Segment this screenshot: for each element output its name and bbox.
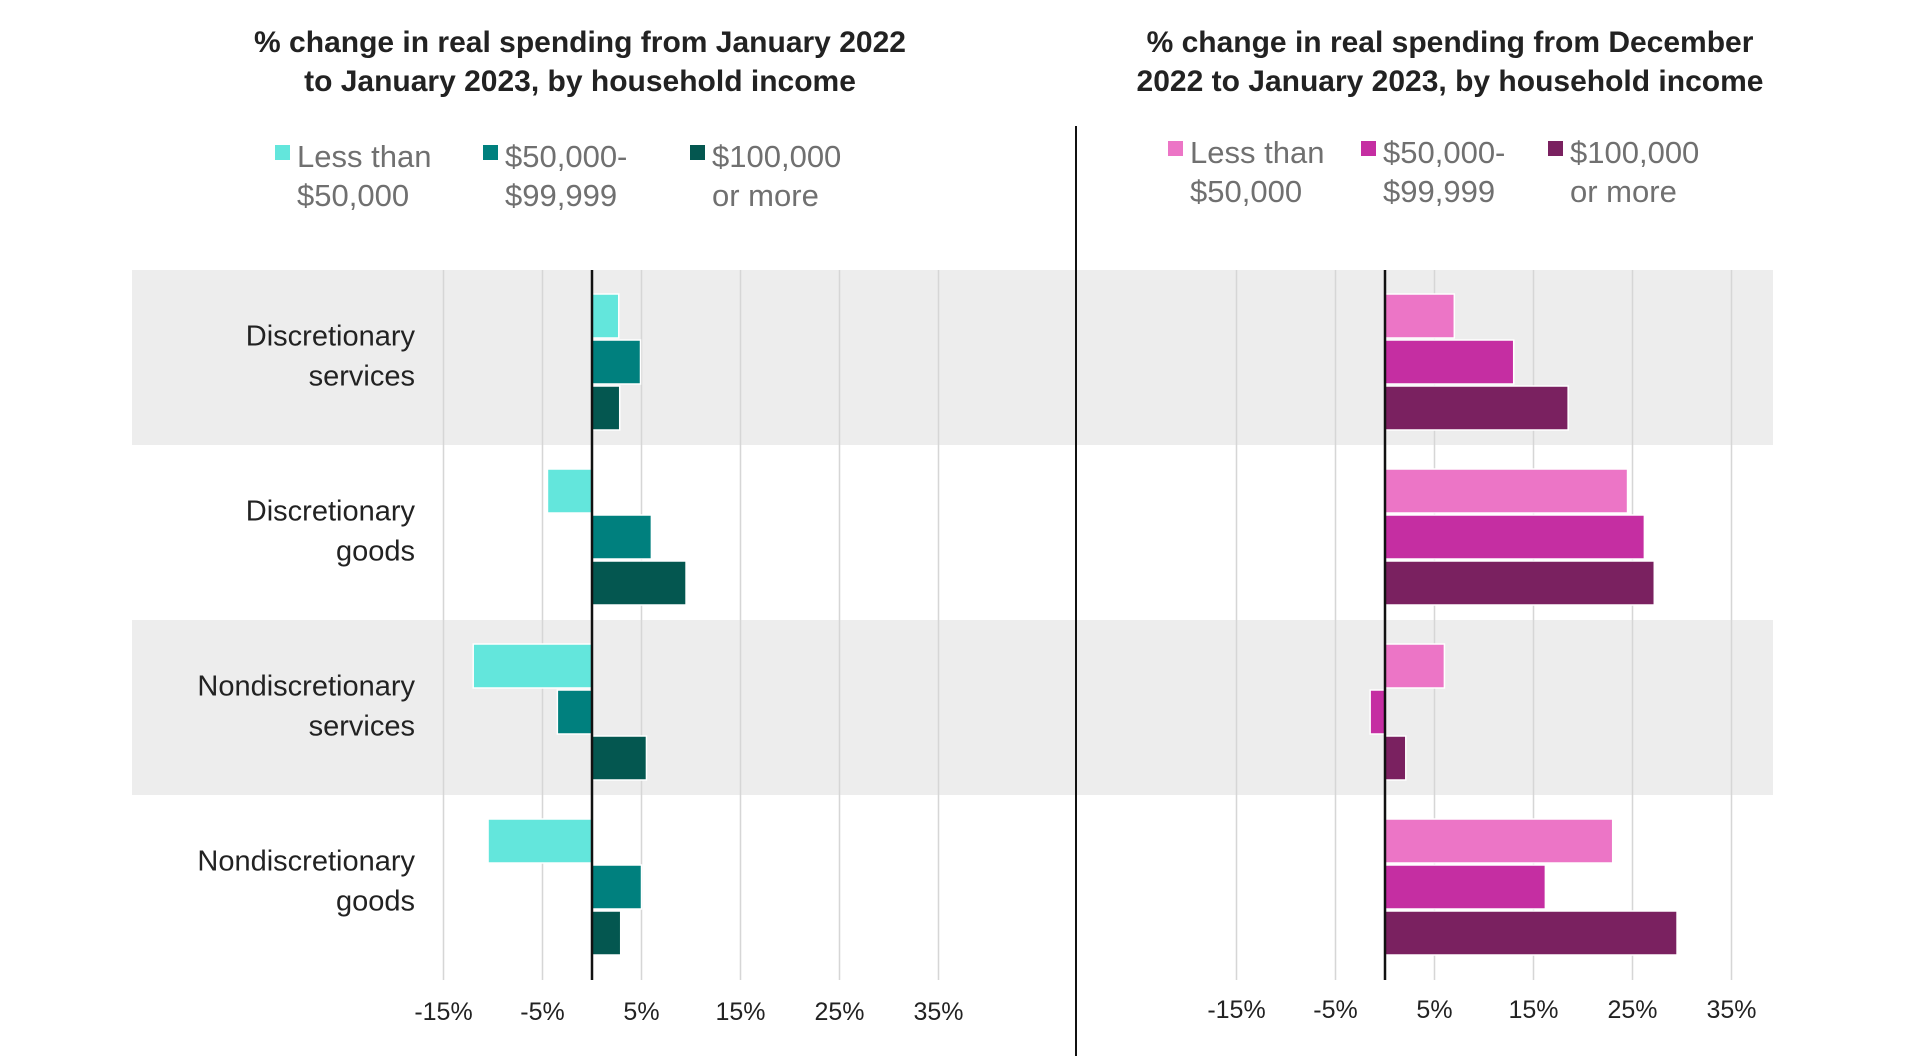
bar [1369, 689, 1386, 735]
x-tick-label: 25% [814, 998, 864, 1026]
legend-entry: or more [712, 178, 819, 213]
legend-swatch [690, 145, 705, 160]
bar [1384, 818, 1614, 864]
bar [591, 514, 653, 560]
legend-entry: Less than [297, 139, 431, 174]
legend-entry: $100,000 [1570, 135, 1699, 170]
category-label: Nondiscretionary [197, 846, 415, 878]
bar [556, 689, 593, 735]
legend-swatch [275, 145, 290, 160]
x-tick-label: -5% [1313, 996, 1357, 1024]
category-label: services [309, 361, 415, 393]
x-tick-label: 15% [715, 998, 765, 1026]
legend-entry: or more [1570, 174, 1677, 209]
x-tick-label: 5% [623, 998, 659, 1026]
category-label: Discretionary [246, 321, 416, 353]
x-tick-label: 35% [913, 998, 963, 1026]
legend-entry: $99,999 [1383, 174, 1495, 209]
x-tick-label: 25% [1607, 996, 1657, 1024]
bar [591, 385, 621, 431]
legend-swatch [1548, 141, 1563, 156]
x-tick-label: -15% [414, 998, 472, 1026]
chart-panel-2: % change in real spending from December 2… [1137, 26, 1764, 1024]
bar [1384, 643, 1446, 689]
bar [1384, 735, 1407, 781]
chart-title: % change in real spending from January 2… [254, 26, 906, 59]
chart-title: 2022 to January 2023, by household incom… [1137, 65, 1764, 98]
legend-swatch [1361, 141, 1376, 156]
bar [472, 643, 593, 689]
bar [1384, 385, 1569, 431]
legend-entry: $50,000- [1383, 135, 1505, 170]
legend-swatch [483, 145, 498, 160]
bar [591, 560, 687, 606]
bar [591, 864, 643, 910]
bar [546, 468, 593, 514]
legend-entry: Less than [1190, 135, 1324, 170]
legend-entry: $50,000 [297, 178, 409, 213]
x-tick-label: -15% [1207, 996, 1265, 1024]
bar [591, 735, 648, 781]
category-label: Nondiscretionary [197, 671, 415, 703]
category-label: goods [336, 886, 415, 918]
bar [1384, 293, 1456, 339]
bar [1384, 560, 1656, 606]
legend-entry: $100,000 [712, 139, 841, 174]
bar [591, 339, 642, 385]
legend-entry: $50,000 [1190, 174, 1302, 209]
category-label: goods [336, 536, 415, 568]
chart-title: to January 2023, by household income [304, 65, 856, 98]
category-label: services [309, 711, 415, 743]
x-tick-label: 15% [1508, 996, 1558, 1024]
bar [1384, 910, 1678, 956]
category-band [132, 620, 1773, 795]
x-tick-label: -5% [520, 998, 564, 1026]
x-tick-label: 5% [1416, 996, 1452, 1024]
bar [591, 293, 620, 339]
chart-panel-1: % change in real spending from January 2… [197, 26, 963, 1026]
legend-swatch [1168, 141, 1183, 156]
bar [1384, 468, 1629, 514]
bar [1384, 864, 1547, 910]
bar [487, 818, 593, 864]
category-label: Discretionary [246, 496, 416, 528]
bar [1384, 339, 1515, 385]
legend-entry: $50,000- [505, 139, 627, 174]
chart-title: % change in real spending from December [1147, 26, 1754, 59]
legend-entry: $99,999 [505, 178, 617, 213]
x-tick-label: 35% [1706, 996, 1756, 1024]
bar [1384, 514, 1646, 560]
bar [591, 910, 622, 956]
